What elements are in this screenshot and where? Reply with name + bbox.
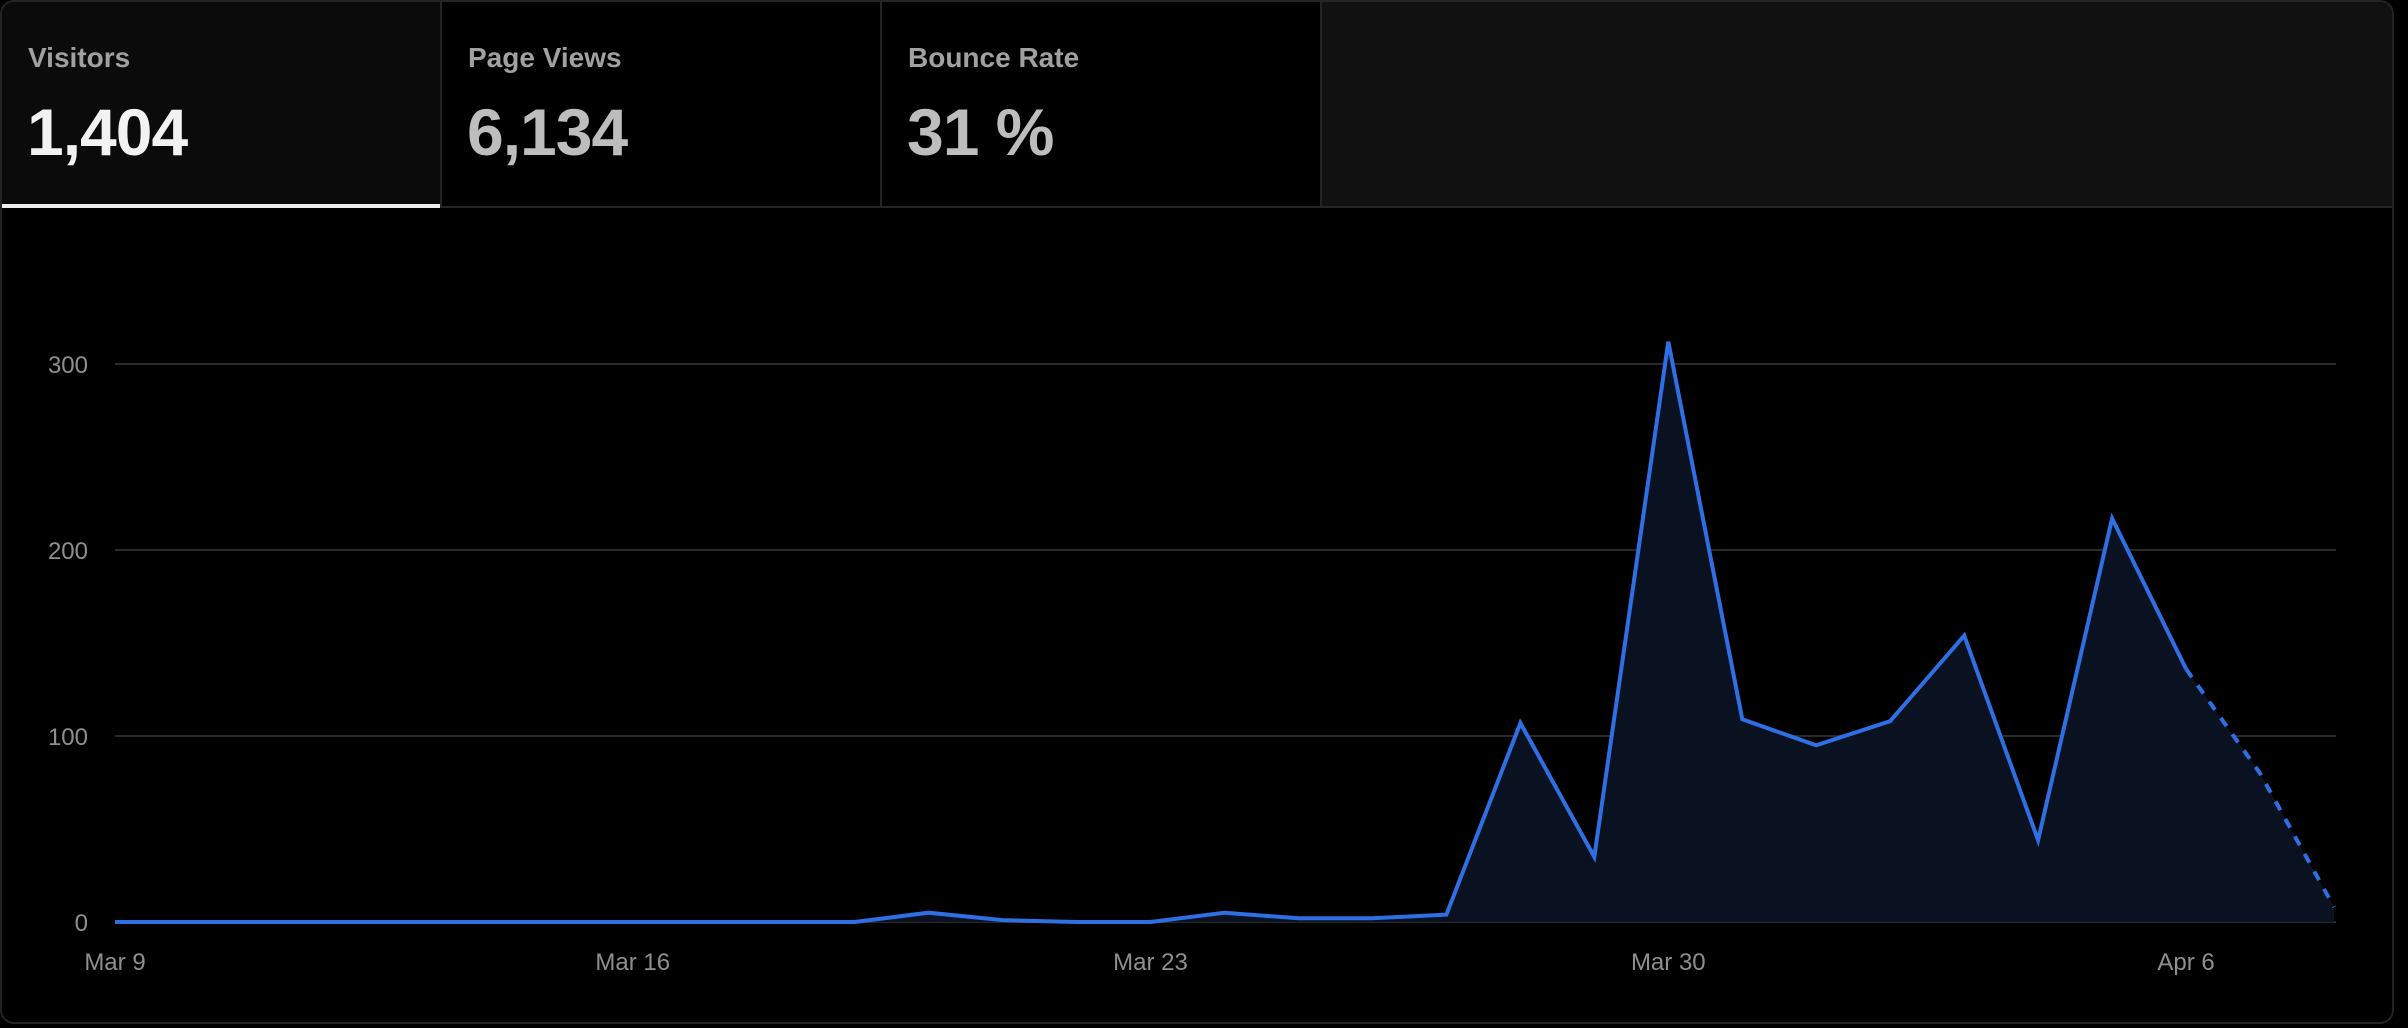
data-point-1[interactable] [181, 914, 197, 930]
y-tick-label-100: 100 [48, 724, 88, 751]
data-point-27[interactable] [2104, 510, 2120, 526]
data-point-23[interactable] [1808, 737, 1824, 753]
data-point-21[interactable] [1660, 334, 1676, 350]
data-point-29[interactable] [2252, 765, 2268, 781]
data-point-7[interactable] [625, 914, 641, 930]
tabs-filler [1322, 2, 2392, 206]
data-point-8[interactable] [699, 914, 715, 930]
tab-bounce-rate-value: 31 % [907, 95, 1054, 169]
x-tick-label-7: Mar 16 [595, 949, 670, 976]
x-tick-label-0: Mar 9 [84, 949, 145, 976]
data-point-3[interactable] [329, 914, 345, 930]
metric-tabs: Visitors 1,404 Page Views 6,134 Bounce R… [2, 2, 2392, 208]
data-point-25[interactable] [1956, 628, 1972, 644]
series-line [115, 341, 2188, 924]
data-point-6[interactable] [551, 914, 567, 930]
data-point-13[interactable] [1069, 914, 1085, 930]
data-point-2[interactable] [255, 914, 271, 930]
tab-visitors[interactable]: Visitors 1,404 [2, 2, 442, 208]
data-point-20[interactable] [1586, 849, 1602, 865]
data-point-17[interactable] [1364, 910, 1380, 926]
tab-bounce-rate[interactable]: Bounce Rate 31 % [882, 2, 1322, 206]
data-point-26[interactable] [2030, 832, 2046, 848]
data-point-0[interactable] [107, 914, 123, 930]
data-point-14[interactable] [1143, 914, 1159, 930]
data-point-19[interactable] [1512, 715, 1528, 731]
tab-page-views-value: 6,134 [467, 95, 628, 169]
x-tick-label-21: Mar 30 [1631, 949, 1706, 976]
x-tick-label-14: Mar 23 [1113, 949, 1188, 976]
y-tick-label-200: 200 [48, 538, 88, 565]
data-point-24[interactable] [1882, 713, 1898, 729]
data-point-9[interactable] [773, 914, 789, 930]
tab-bounce-rate-label: Bounce Rate [908, 42, 1080, 73]
data-point-18[interactable] [1438, 907, 1454, 923]
data-point-4[interactable] [403, 914, 419, 930]
data-point-22[interactable] [1734, 711, 1750, 727]
y-tick-label-300: 300 [48, 352, 88, 379]
data-point-16[interactable] [1290, 910, 1306, 926]
data-point-28[interactable] [2178, 661, 2194, 677]
y-tick-labels: 0 100 200 300 [48, 352, 88, 937]
data-point-10[interactable] [847, 914, 863, 930]
tab-visitors-value: 1,404 [27, 95, 188, 169]
x-tick-label-28: Apr 6 [2157, 949, 2214, 976]
x-tick-labels: Mar 9 Mar 16 Mar 23 Mar 30 Apr 6 [84, 949, 2214, 976]
data-point-15[interactable] [1217, 905, 1233, 921]
data-point-11[interactable] [921, 905, 937, 921]
data-point-5[interactable] [477, 914, 493, 930]
tab-page-views[interactable]: Page Views 6,134 [442, 2, 882, 206]
series-area [115, 341, 2334, 922]
series-line-incomplete [2184, 667, 2336, 909]
y-tick-label-0: 0 [75, 910, 88, 937]
tab-visitors-label: Visitors [28, 42, 131, 73]
data-point-30[interactable] [2326, 899, 2342, 915]
data-point-12[interactable] [995, 912, 1011, 928]
tab-page-views-label: Page Views [468, 42, 622, 73]
